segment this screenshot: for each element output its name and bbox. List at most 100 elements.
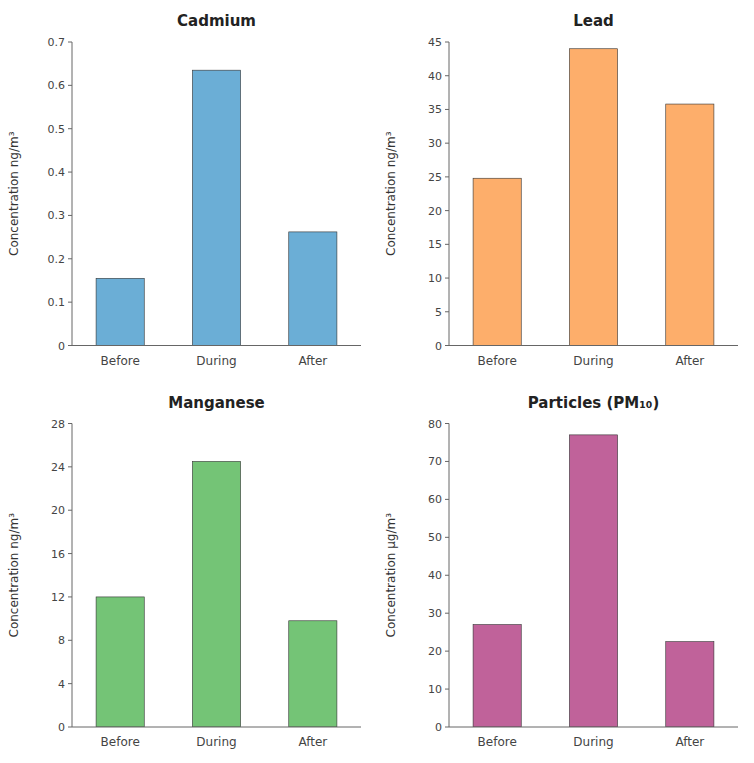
bar [666, 104, 714, 345]
y-tick [68, 172, 72, 173]
x-tick-label: Before [478, 735, 517, 749]
y-tick-label: 20 [51, 504, 65, 517]
x-axis-line [449, 727, 738, 728]
y-tick [68, 596, 72, 597]
panel: ManganeseConcentration ng/m³048121620242… [7, 394, 361, 750]
panel-title: Particles (PM₁₀) [528, 394, 660, 412]
y-tick [445, 613, 449, 614]
bar [569, 435, 617, 727]
x-tick-label: After [675, 735, 704, 749]
y-tick-label: 45 [428, 36, 442, 49]
y-tick [445, 244, 449, 245]
y-axis-label: Concentration ng/m³ [7, 131, 21, 256]
panel-title: Lead [573, 12, 614, 30]
y-tick-label: 40 [428, 70, 442, 83]
bar [96, 597, 144, 727]
y-tick-label: 24 [51, 461, 65, 474]
y-tick-label: 10 [428, 683, 442, 696]
chart-svg: CadmiumConcentration ng/m³00.10.20.30.40… [0, 0, 754, 763]
y-tick [68, 302, 72, 303]
y-tick-label: 8 [58, 634, 65, 647]
y-tick [445, 278, 449, 279]
y-tick [68, 423, 72, 424]
bars [473, 435, 714, 727]
y-tick [68, 345, 72, 346]
y-tick [68, 553, 72, 554]
x-tick-label: During [573, 735, 613, 749]
x-tick-label: After [298, 354, 327, 368]
y-tick [445, 651, 449, 652]
bar [192, 461, 240, 727]
y-tick [68, 128, 72, 129]
panel-title: Manganese [168, 394, 265, 412]
y-tick-label: 50 [428, 531, 442, 544]
bars [96, 70, 337, 345]
y-tick-label: 0.6 [48, 79, 66, 92]
y-tick-label: 0.4 [48, 166, 66, 179]
x-tick-label: During [196, 354, 236, 368]
y-tick-label: 25 [428, 171, 442, 184]
y-tick-label: 35 [428, 103, 442, 116]
y-tick-label: 70 [428, 455, 442, 468]
bar [473, 178, 521, 345]
y-tick-label: 16 [51, 548, 65, 561]
bar [666, 642, 714, 727]
bar [289, 621, 337, 727]
y-tick [445, 42, 449, 43]
y-tick [445, 689, 449, 690]
y-tick-label: 0.5 [48, 123, 66, 136]
y-tick [68, 640, 72, 641]
y-tick [445, 537, 449, 538]
y-tick-label: 4 [58, 678, 65, 691]
y-tick-label: 0 [435, 340, 442, 353]
y-tick [68, 85, 72, 86]
x-tick-label: After [298, 735, 327, 749]
y-axis-line [72, 42, 73, 346]
y-axis-label: Concentration ng/m³ [384, 131, 398, 256]
y-tick [68, 727, 72, 728]
y-tick [445, 423, 449, 424]
y-tick-label: 0 [435, 721, 442, 734]
y-tick-label: 10 [428, 272, 442, 285]
y-axis-line [449, 42, 450, 346]
y-tick [445, 727, 449, 728]
y-tick-label: 5 [435, 306, 442, 319]
y-tick-label: 40 [428, 569, 442, 582]
y-tick [445, 109, 449, 110]
x-tick-label: During [196, 735, 236, 749]
y-axis-line [72, 424, 73, 728]
y-tick [68, 42, 72, 43]
y-tick-label: 20 [428, 205, 442, 218]
panel-title: Cadmium [177, 12, 256, 30]
x-axis-line [449, 345, 738, 346]
y-tick-label: 20 [428, 645, 442, 658]
chart-container: CadmiumConcentration ng/m³00.10.20.30.40… [0, 0, 754, 763]
y-tick [445, 143, 449, 144]
y-tick [445, 176, 449, 177]
panel: CadmiumConcentration ng/m³00.10.20.30.40… [7, 12, 361, 368]
y-tick-label: 0.2 [48, 253, 66, 266]
y-tick [445, 575, 449, 576]
y-tick-label: 28 [51, 418, 65, 431]
y-tick [68, 215, 72, 216]
x-axis-line [72, 727, 361, 728]
x-axis-line [72, 345, 361, 346]
bars [473, 49, 714, 346]
x-tick-label: Before [101, 735, 140, 749]
y-tick [68, 683, 72, 684]
y-tick [68, 510, 72, 511]
bar [473, 625, 521, 727]
y-tick [68, 466, 72, 467]
y-tick [445, 345, 449, 346]
x-tick-label: During [573, 354, 613, 368]
y-tick-label: 0 [58, 721, 65, 734]
bar [569, 49, 617, 346]
bar [192, 70, 240, 345]
y-tick [445, 311, 449, 312]
y-tick-label: 0.1 [48, 296, 66, 309]
y-tick-label: 0.7 [48, 36, 66, 49]
y-tick [445, 499, 449, 500]
y-tick-label: 12 [51, 591, 65, 604]
y-axis-label: Concentration μg/m³ [384, 513, 398, 638]
y-tick-label: 80 [428, 418, 442, 431]
